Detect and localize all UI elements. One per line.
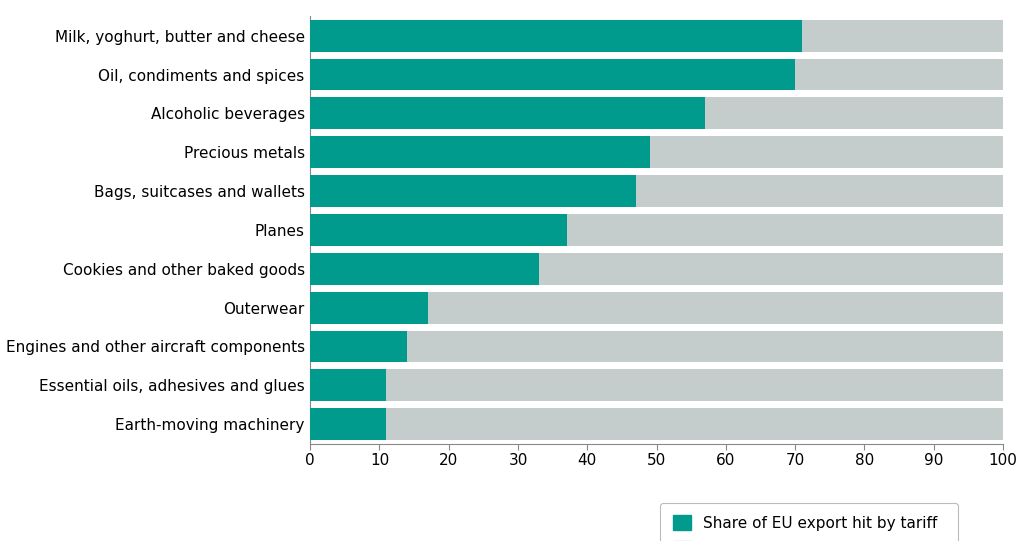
Bar (310, 19, 802, 51)
Bar (310, 175, 636, 207)
Bar (310, 331, 407, 362)
Bar (310, 253, 1003, 285)
Bar (310, 292, 428, 324)
Bar (310, 58, 1003, 90)
Bar (310, 58, 795, 90)
Bar (310, 292, 1003, 324)
Bar (310, 136, 1003, 168)
Bar (310, 97, 1003, 129)
Bar (310, 214, 567, 246)
Bar (310, 408, 1003, 440)
Bar (310, 370, 1003, 401)
Bar (310, 408, 387, 440)
Bar (310, 253, 539, 285)
Bar (310, 19, 1003, 51)
Bar (310, 175, 1003, 207)
Legend: Share of EU export hit by tariff, Share of EU export not affected: Share of EU export hit by tariff, Share … (661, 503, 957, 541)
Bar (310, 214, 1003, 246)
Bar (310, 136, 649, 168)
Bar (310, 97, 705, 129)
Bar (310, 331, 1003, 362)
Bar (310, 370, 387, 401)
